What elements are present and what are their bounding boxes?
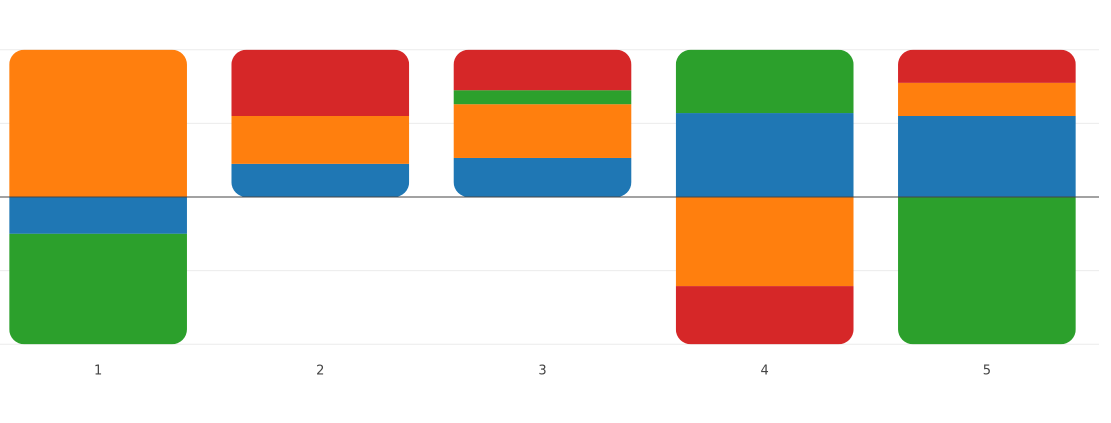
bar xyxy=(675,49,854,114)
bar-stack xyxy=(231,49,410,197)
bar-stack xyxy=(675,49,854,345)
bar xyxy=(9,233,187,345)
x-tick-label: 2 xyxy=(316,364,324,379)
x-tick-label: 1 xyxy=(94,364,102,379)
bar xyxy=(898,49,1076,83)
bar xyxy=(231,116,410,164)
bar xyxy=(675,113,854,197)
bar-stack xyxy=(453,49,632,197)
x-tick-label: 5 xyxy=(983,364,991,379)
x-tick-label: 3 xyxy=(538,364,546,379)
bar-stack xyxy=(898,49,1076,345)
bar xyxy=(453,104,632,158)
bar xyxy=(675,286,854,345)
bar xyxy=(898,197,1076,345)
bar xyxy=(453,157,632,197)
bar xyxy=(231,49,410,116)
bar xyxy=(9,49,187,198)
bar xyxy=(898,82,1076,116)
bar xyxy=(675,197,854,287)
bar-stack xyxy=(9,49,187,345)
bar xyxy=(231,163,410,197)
bar xyxy=(9,197,187,234)
bar xyxy=(898,116,1076,197)
x-tick-label: 4 xyxy=(761,364,769,379)
bar xyxy=(453,49,632,91)
bar xyxy=(453,90,632,105)
